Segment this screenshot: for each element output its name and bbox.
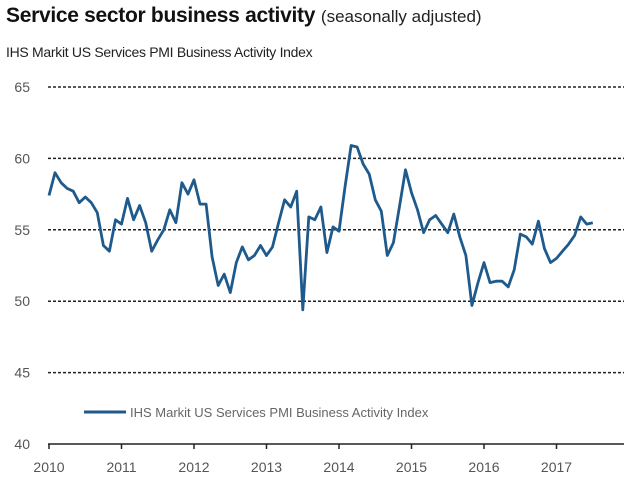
series-line [47, 144, 594, 312]
x-tick-label: 2012 [178, 459, 209, 475]
x-tick-label: 2011 [106, 459, 136, 475]
legend-label: IHS Markit US Services PMI Business Acti… [130, 405, 429, 420]
x-tick-label: 2014 [323, 459, 354, 475]
y-tick-label: 55 [14, 222, 30, 238]
x-tick-label: 2010 [33, 459, 64, 475]
chart-title: Service sector business activity (season… [6, 4, 482, 28]
chart-subtitle: IHS Markit US Services PMI Business Acti… [6, 44, 313, 60]
y-tick-label: 60 [14, 150, 30, 166]
chart-title-main: Service sector business activity [6, 4, 316, 27]
x-tick-label: 2013 [251, 459, 282, 475]
chart-title-note: (seasonally adjusted) [320, 7, 482, 26]
x-tick-label: 2016 [468, 459, 499, 475]
x-tick-label: 2017 [541, 459, 572, 475]
y-tick-label: 40 [14, 436, 30, 452]
x-tick-label: 2015 [396, 459, 427, 475]
y-tick-label: 50 [14, 293, 30, 309]
y-tick-label: 45 [14, 365, 30, 381]
y-tick-label: 65 [14, 79, 30, 95]
